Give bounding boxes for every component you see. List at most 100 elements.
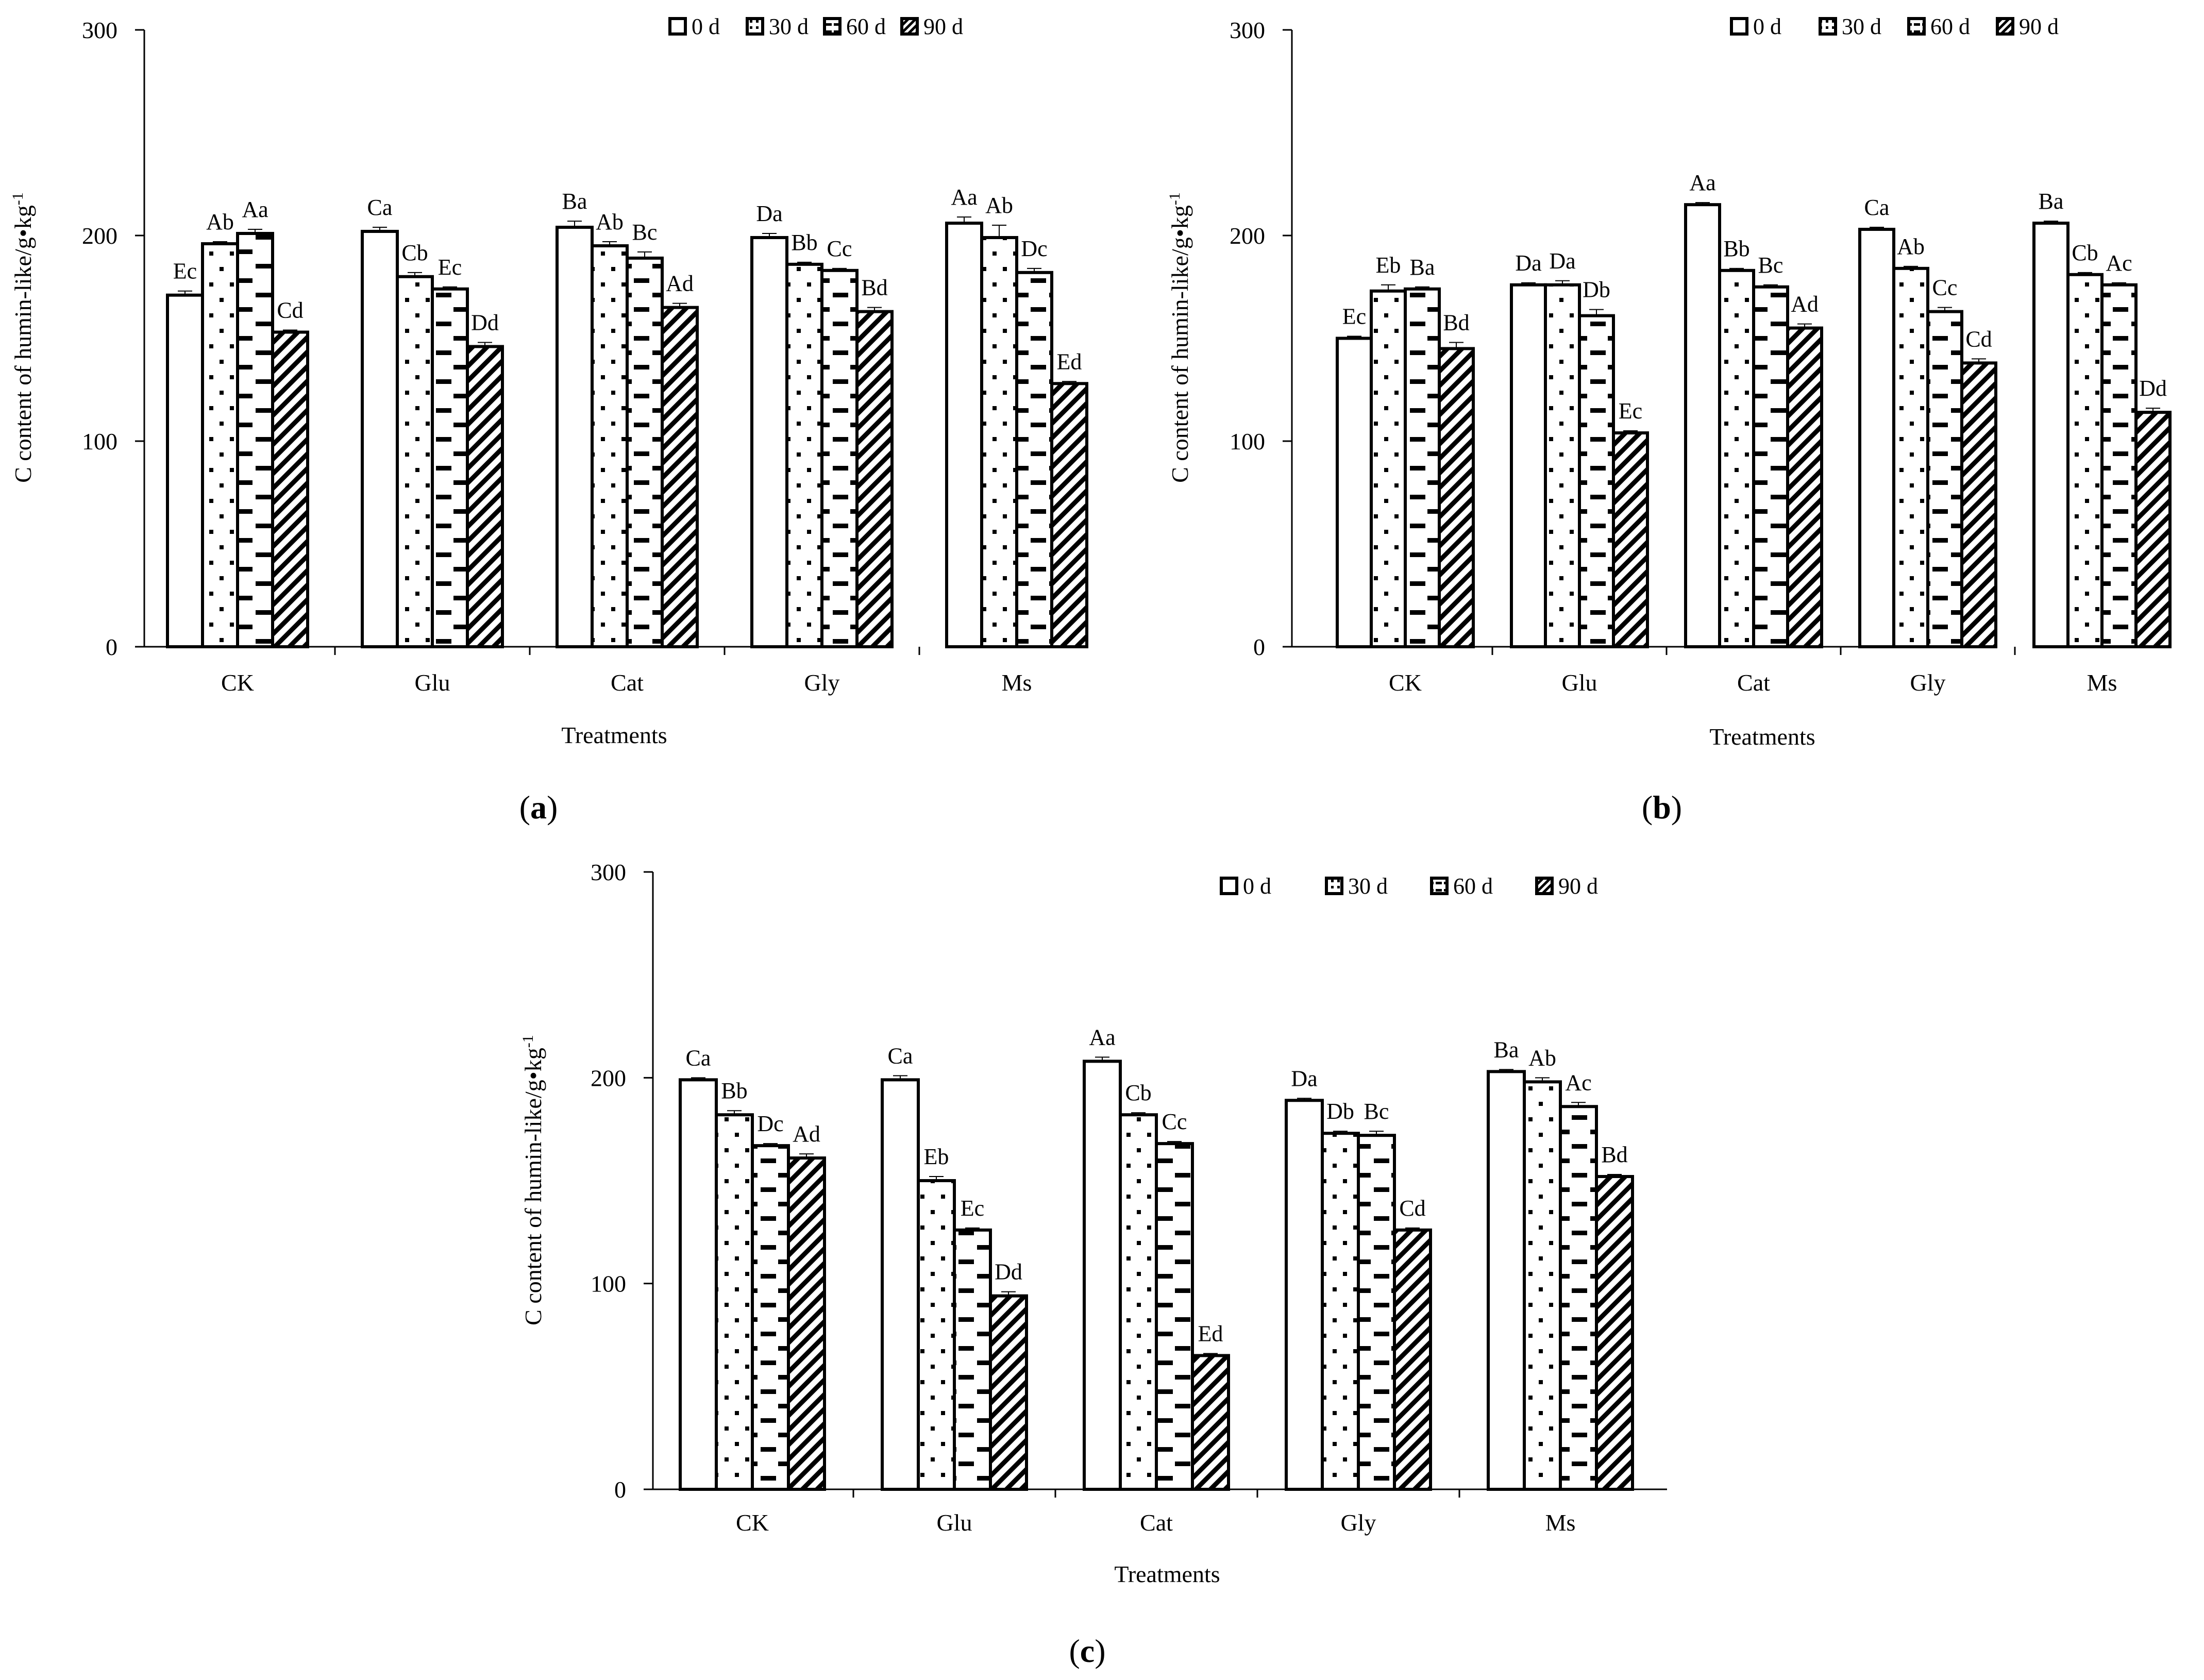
significance-label: Cc — [1162, 1109, 1187, 1134]
bar — [591, 244, 629, 648]
significance-label: Bd — [1601, 1142, 1627, 1167]
legend-swatch — [1996, 17, 2014, 36]
bar — [431, 287, 469, 648]
bar — [989, 1294, 1028, 1491]
legend-swatch — [1730, 17, 1748, 36]
significance-label: Ed — [1198, 1321, 1223, 1346]
significance-label: Cc — [1932, 275, 1958, 300]
bar — [881, 1078, 920, 1491]
category-label: Cat — [611, 669, 644, 696]
significance-label: Ad — [666, 271, 694, 296]
legend-label: 60 d — [1453, 873, 1493, 899]
bar — [1438, 347, 1475, 648]
significance-label: Eb — [1376, 253, 1401, 278]
bar — [1015, 271, 1053, 648]
panel-label: (c) — [1069, 1633, 1105, 1669]
panel-label: (b) — [1642, 789, 1682, 826]
legend-label: 0 d — [1243, 873, 1271, 899]
bar — [751, 1144, 790, 1491]
legend-swatch — [1535, 877, 1554, 895]
category-label: CK — [221, 669, 254, 696]
bar — [1393, 1228, 1432, 1491]
bar — [2100, 283, 2138, 648]
x-axis-title: Treatments — [1709, 724, 1815, 750]
bar — [953, 1228, 992, 1491]
significance-label: Dd — [995, 1259, 1022, 1285]
bar — [1050, 382, 1088, 649]
category-label: Gly — [1910, 669, 1946, 696]
significance-label: Ba — [1410, 255, 1435, 280]
legend-swatch — [1907, 17, 1926, 36]
significance-label: Ac — [1565, 1070, 1591, 1095]
bar — [236, 232, 274, 648]
category-label: Ms — [2087, 669, 2117, 696]
significance-label: Eb — [924, 1144, 949, 1169]
significance-label: Aa — [1689, 170, 1715, 195]
bar — [785, 262, 823, 648]
bar — [945, 222, 983, 648]
legend-swatch — [746, 17, 764, 36]
significance-label: Ac — [2106, 250, 2132, 276]
significance-label: Cb — [401, 240, 428, 265]
bar — [1718, 268, 1755, 648]
bar — [1155, 1142, 1194, 1491]
category-label: Cat — [1737, 669, 1770, 696]
legend-swatch — [1220, 877, 1238, 895]
significance-label: Db — [1583, 277, 1610, 303]
x-axis-title: Treatments — [561, 722, 667, 748]
significance-label: Dc — [1021, 236, 1047, 261]
significance-label: Bc — [1758, 253, 1784, 278]
bar — [466, 345, 504, 648]
bar — [1578, 314, 1615, 648]
significance-label: Ab — [1528, 1045, 1556, 1070]
significance-label: Bb — [791, 230, 817, 255]
bar — [715, 1113, 754, 1491]
bar — [1612, 431, 1649, 648]
significance-label: Ab — [596, 209, 624, 234]
bar — [626, 256, 664, 648]
significance-label: Da — [756, 201, 782, 226]
legend-label: 90 d — [923, 14, 963, 39]
bar — [1321, 1132, 1360, 1491]
legend-label: 60 d — [846, 14, 886, 39]
bar — [820, 268, 859, 648]
significance-label: Bd — [1443, 310, 1469, 335]
bar — [1752, 285, 1789, 648]
bar — [1684, 203, 1721, 648]
legend-label: 30 d — [769, 14, 809, 39]
significance-label: Ca — [1864, 195, 1890, 220]
significance-label: Ad — [1791, 292, 1819, 317]
legend-swatch — [900, 17, 919, 36]
bar — [1786, 326, 1823, 648]
significance-label: Cd — [1965, 326, 1992, 351]
category-label: CK — [736, 1509, 769, 1536]
bar — [1960, 361, 1997, 648]
significance-label: Ba — [1494, 1037, 1519, 1062]
y-tick-label: 300 — [591, 859, 626, 885]
significance-label: Cd — [1399, 1196, 1425, 1221]
bar — [1892, 266, 1929, 648]
y-tick-label: 300 — [82, 17, 117, 43]
bar — [1370, 289, 1407, 648]
bar — [855, 310, 894, 648]
significance-label: Ab — [985, 193, 1013, 218]
significance-label: Aa — [951, 184, 977, 210]
category-label: Gly — [804, 669, 840, 696]
legend-swatch — [1325, 877, 1343, 895]
category-label: Glu — [937, 1509, 972, 1536]
bar — [361, 230, 399, 648]
y-tick-label: 300 — [1230, 17, 1265, 43]
chart-panel-b: C content of humin-like/g•kg-1 0 100 200 30… — [1166, 14, 2172, 826]
category-label: Cat — [1140, 1509, 1173, 1536]
bar — [2032, 222, 2070, 648]
significance-label: Ab — [1897, 234, 1925, 259]
y-axis-title: C content of humin-like/g•kg-1 — [1166, 192, 1193, 483]
significance-label: Bb — [1723, 236, 1749, 261]
bar — [787, 1156, 826, 1491]
category-label: Ms — [1002, 669, 1032, 696]
legend-swatch — [1819, 17, 1837, 36]
y-tick-label: 100 — [591, 1271, 626, 1297]
significance-label: Cc — [827, 236, 852, 261]
legend-label: 90 d — [2019, 14, 2059, 39]
y-tick-label: 200 — [591, 1065, 626, 1091]
